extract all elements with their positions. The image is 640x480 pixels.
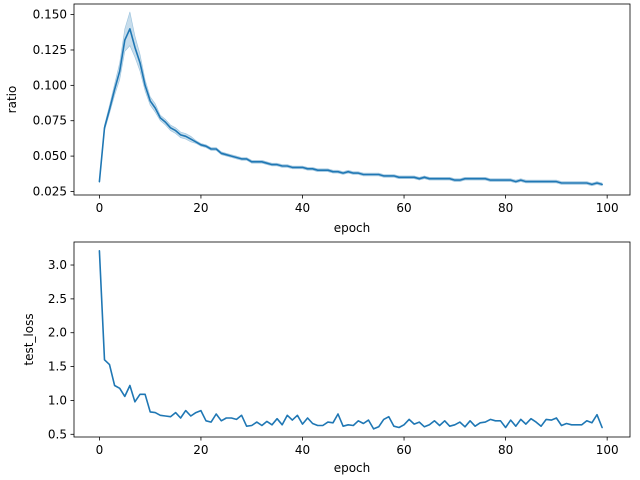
ratio-confidence-band <box>99 11 603 187</box>
ratio-x-tick-label: 100 <box>596 201 619 215</box>
ratio-x-tick-label: 20 <box>193 201 208 215</box>
test-loss-x-tick-label: 20 <box>193 443 208 457</box>
ratio-line-layer <box>98 27 603 186</box>
ratio-y-tick-label: 0.025 <box>33 184 67 198</box>
test-loss-panel: 0 20 40 60 80 100 0.5 1.0 1.5 2.0 2.5 3.0 epoch tes… <box>22 241 631 475</box>
test-loss-y-tick-label: 1.5 <box>48 360 67 374</box>
test-loss-y-tick-label: 2.5 <box>48 292 67 306</box>
ratio-y-tick-label: 0.100 <box>33 78 67 92</box>
ratio-panel: 0 20 40 60 80 100 0.025 0.050 0.075 0.100 0.125 0.1… <box>5 3 631 235</box>
test-loss-series-line <box>98 250 603 430</box>
test-loss-tick-layer: 0 20 40 60 80 100 0.5 1.0 1.5 2.0 2.5 3.0 <box>48 258 619 457</box>
ratio-x-tick-label: 0 <box>96 201 104 215</box>
test-loss-line-layer <box>98 250 603 430</box>
test-loss-y-tick-label: 3.0 <box>48 258 67 272</box>
test-loss-x-tick-label: 100 <box>596 443 619 457</box>
test-loss-x-tick-label: 40 <box>295 443 310 457</box>
test-loss-x-axis-label: epoch <box>334 461 371 475</box>
ratio-confidence-band-layer <box>99 11 603 187</box>
test-loss-y-axis-label: test_loss <box>22 313 36 365</box>
ratio-y-tick-label: 0.150 <box>33 8 67 22</box>
ratio-x-tick-label: 40 <box>295 201 310 215</box>
ratio-x-tick-label: 80 <box>498 201 513 215</box>
test-loss-x-tick-label: 80 <box>498 443 513 457</box>
test-loss-y-tick-label: 0.5 <box>48 427 67 441</box>
test-loss-axes-frame <box>73 241 631 438</box>
ratio-y-tick-label: 0.050 <box>33 149 67 163</box>
ratio-series-line <box>98 27 603 186</box>
ratio-y-tick-label: 0.075 <box>33 114 67 128</box>
test-loss-y-tick-label: 2.0 <box>48 326 67 340</box>
test-loss-x-tick-label: 0 <box>96 443 104 457</box>
test-loss-y-tick-label: 1.0 <box>48 393 67 407</box>
test-loss-x-tick-label: 60 <box>396 443 411 457</box>
ratio-x-axis-label: epoch <box>334 221 371 235</box>
ratio-x-tick-label: 60 <box>396 201 411 215</box>
ratio-y-tick-label: 0.125 <box>33 43 67 57</box>
ratio-tick-layer: 0 20 40 60 80 100 0.025 0.050 0.075 0.100 0.125 0.1… <box>33 8 619 215</box>
ratio-y-axis-label: ratio <box>5 86 19 114</box>
ratio-axes-frame <box>73 3 631 196</box>
